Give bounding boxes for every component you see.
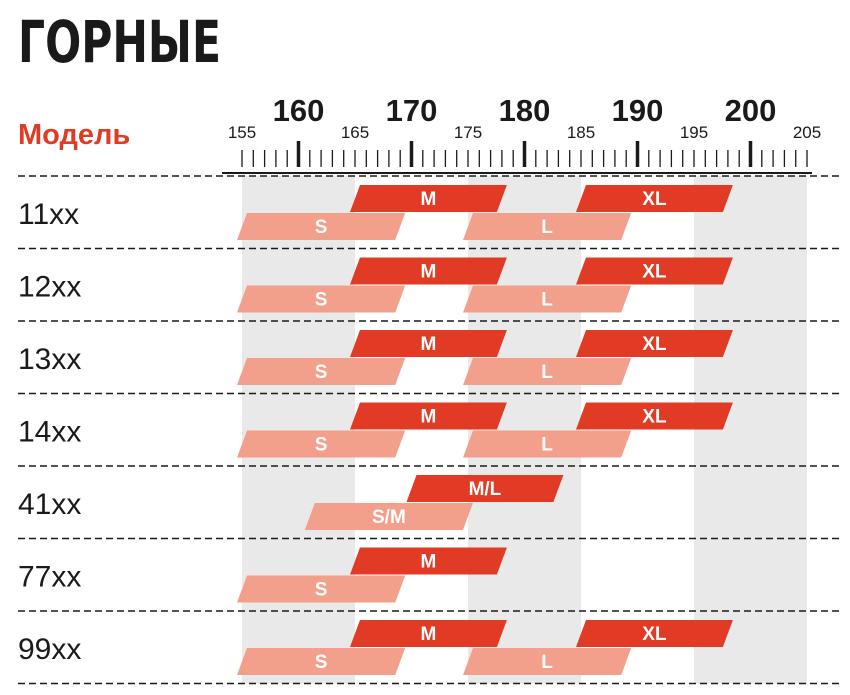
size-bar-xl <box>576 330 733 357</box>
size-label: L <box>541 362 553 383</box>
minor-tick-label: 175 <box>454 123 482 142</box>
minor-tick-label: 165 <box>341 123 369 142</box>
size-bar-s <box>237 285 406 313</box>
size-label: M <box>421 552 437 573</box>
model-row: 99xx S M L XL <box>18 610 840 675</box>
size-bar-l <box>463 358 632 385</box>
chart-title: ГОРНЫЕ <box>18 8 221 76</box>
size-bar-l <box>463 285 632 313</box>
size-bar-m <box>350 257 507 285</box>
size-label: XL <box>642 189 667 210</box>
size-bar-m <box>350 547 507 575</box>
model-rows: 11xx S M L XL 12xx S M L XL 13xx S M L XL 14xx S M L XL 41xx… <box>18 175 840 685</box>
size-label: L <box>541 652 553 673</box>
size-bar-s <box>237 358 406 385</box>
model-label: 11xx <box>18 198 79 231</box>
size-bar-l <box>463 213 632 240</box>
model-row: 11xx S M L XL <box>18 175 840 240</box>
size-bar-xl <box>576 185 733 212</box>
minor-tick-label: 205 <box>793 123 821 142</box>
size-bar-m <box>350 620 507 647</box>
model-label: 77xx <box>18 561 81 594</box>
model-row: 77xx S M <box>18 537 840 603</box>
size-bar-s-m <box>304 503 473 530</box>
size-bar-m <box>350 402 507 430</box>
size-label: L <box>541 435 553 456</box>
size-bar-l <box>463 430 632 458</box>
model-label: 99xx <box>18 633 81 666</box>
model-label: 13xx <box>18 343 81 376</box>
size-label: XL <box>642 624 667 645</box>
size-label: S <box>315 362 328 383</box>
size-label: S/M <box>372 507 406 528</box>
size-label: S <box>315 217 328 238</box>
size-bar-xl <box>576 620 733 647</box>
minor-tick-label: 155 <box>228 123 256 142</box>
size-label: XL <box>642 334 667 355</box>
size-label: M <box>421 334 437 355</box>
model-row: 13xx S M L XL <box>18 320 840 385</box>
size-label: S <box>315 580 328 601</box>
major-tick-label: 170 <box>386 93 438 128</box>
model-row: 41xx S/M M/L <box>18 465 840 530</box>
size-label: XL <box>642 262 667 283</box>
size-bar-m <box>350 330 507 357</box>
size-bar-s <box>237 648 406 675</box>
size-bar-s <box>237 575 406 603</box>
size-bar-s <box>237 213 406 240</box>
model-column-header: Модель <box>18 119 130 151</box>
size-bar-l <box>463 648 632 675</box>
size-bar-xl <box>576 402 733 430</box>
model-row: 14xx S M L XL <box>18 392 840 458</box>
model-row: 12xx S M L XL <box>18 247 840 313</box>
grid-band <box>694 176 807 684</box>
major-tick-label: 180 <box>499 93 551 128</box>
major-tick-label: 190 <box>612 93 664 128</box>
size-label: L <box>541 290 553 311</box>
minor-tick-label: 195 <box>680 123 708 142</box>
size-label: S <box>315 290 328 311</box>
size-label: M <box>421 189 437 210</box>
major-tick-label: 200 <box>725 93 777 128</box>
grid-band <box>242 176 355 684</box>
size-bar-xl <box>576 257 733 285</box>
model-label: 41xx <box>18 488 81 521</box>
size-label: XL <box>642 407 667 428</box>
size-bar-m-l <box>406 475 564 502</box>
size-label: M/L <box>469 479 502 500</box>
minor-tick-label: 185 <box>567 123 595 142</box>
size-bar-m <box>350 185 507 212</box>
size-label: S <box>315 435 328 456</box>
model-label: 12xx <box>18 271 81 304</box>
size-label: M <box>421 407 437 428</box>
size-label: M <box>421 262 437 283</box>
major-tick-label: 160 <box>273 93 325 128</box>
grid-band <box>468 176 581 684</box>
size-label: M <box>421 624 437 645</box>
height-axis: 160 170 180 190 200 155 165 175 185 195 205 <box>222 93 821 174</box>
size-label: S <box>315 652 328 673</box>
size-label: L <box>541 217 553 238</box>
size-bar-s <box>237 430 406 458</box>
grid-bands <box>242 176 807 684</box>
model-label: 14xx <box>18 416 81 449</box>
